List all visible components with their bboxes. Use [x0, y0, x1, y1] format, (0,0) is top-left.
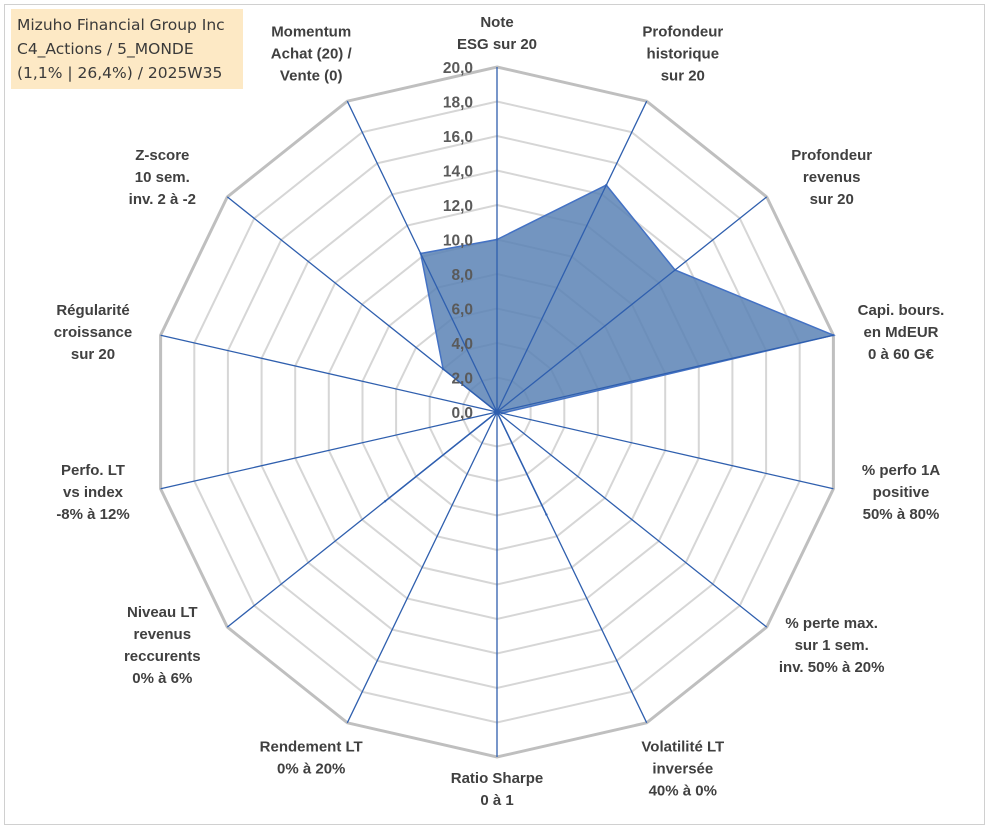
- tick-label: 2,0: [451, 371, 473, 388]
- axis-spoke: [496, 334, 834, 413]
- axis-label: Profondeur revenus sur 20: [791, 147, 872, 208]
- axis-label: % perfo 1A positive 50% à 80%: [862, 462, 941, 523]
- axis-spoke: [226, 411, 498, 628]
- title-line-2: C4_Actions / 5_MONDE: [17, 40, 194, 58]
- axis-label: Z-score 10 sem. inv. 2 à -2: [129, 147, 196, 208]
- tick-label: 12,0: [443, 198, 473, 215]
- axis-label: Perfo. LT vs index -8% à 12%: [56, 462, 129, 523]
- chart-frame: [4, 4, 985, 825]
- tick-label: 14,0: [443, 164, 473, 181]
- axis-spoke: [346, 100, 498, 413]
- axis-spoke: [496, 411, 834, 490]
- axis-spoke: [496, 196, 768, 413]
- axis-spoke: [160, 411, 498, 490]
- tick-label: 16,0: [443, 129, 473, 146]
- axis-label: Régularité croissance sur 20: [54, 302, 132, 363]
- tick-label: 8,0: [451, 267, 473, 284]
- axis-label: Niveau LT revenus reccurents 0% à 6%: [124, 604, 201, 687]
- axis-label: Volatilité LT inversée 40% à 0%: [641, 738, 724, 799]
- axis-label: Capi. bours. en MdEUR 0 à 60 G€: [858, 302, 945, 363]
- axis-label: Rendement LT 0% à 20%: [260, 738, 363, 777]
- chart-title-box: Mizuho Financial Group Inc C4_Actions / …: [11, 9, 243, 89]
- tick-label: 18,0: [443, 95, 473, 112]
- tick-label: 20,0: [443, 60, 473, 77]
- axis-label: Momentum Achat (20) / Vente (0): [271, 24, 353, 85]
- axis-spoke: [496, 100, 648, 413]
- axis-spoke: [496, 411, 768, 628]
- axis-label: % perte max. sur 1 sem. inv. 50% à 20%: [779, 615, 885, 676]
- axis-labels: Note ESG sur 20 Profondeur historique sur 20…: [54, 14, 945, 809]
- axis-spoke: [226, 196, 498, 413]
- tick-label: 4,0: [451, 336, 473, 353]
- axis-spoke: [160, 334, 498, 413]
- tick-label: 6,0: [451, 302, 473, 319]
- tick-label: 0,0: [451, 405, 473, 422]
- axis-label: Ratio Sharpe 0 à 1: [451, 770, 544, 809]
- axis-label: Profondeur historique sur 20: [642, 24, 723, 85]
- title-line-1: Mizuho Financial Group Inc: [17, 16, 225, 34]
- axis-spoke: [346, 411, 498, 724]
- axis-label: Note ESG sur 20: [457, 14, 537, 53]
- title-line-3: (1,1% | 26,4%) / 2025W35: [17, 64, 223, 82]
- spoke-layer: [160, 67, 834, 757]
- tick-labels: 0,0 2,0 4,0 6,0 8,0 10,0 12,0 14,0 16,0 18,0 20,0: [443, 60, 473, 422]
- tick-label: 10,0: [443, 233, 473, 250]
- axis-spoke: [496, 411, 648, 724]
